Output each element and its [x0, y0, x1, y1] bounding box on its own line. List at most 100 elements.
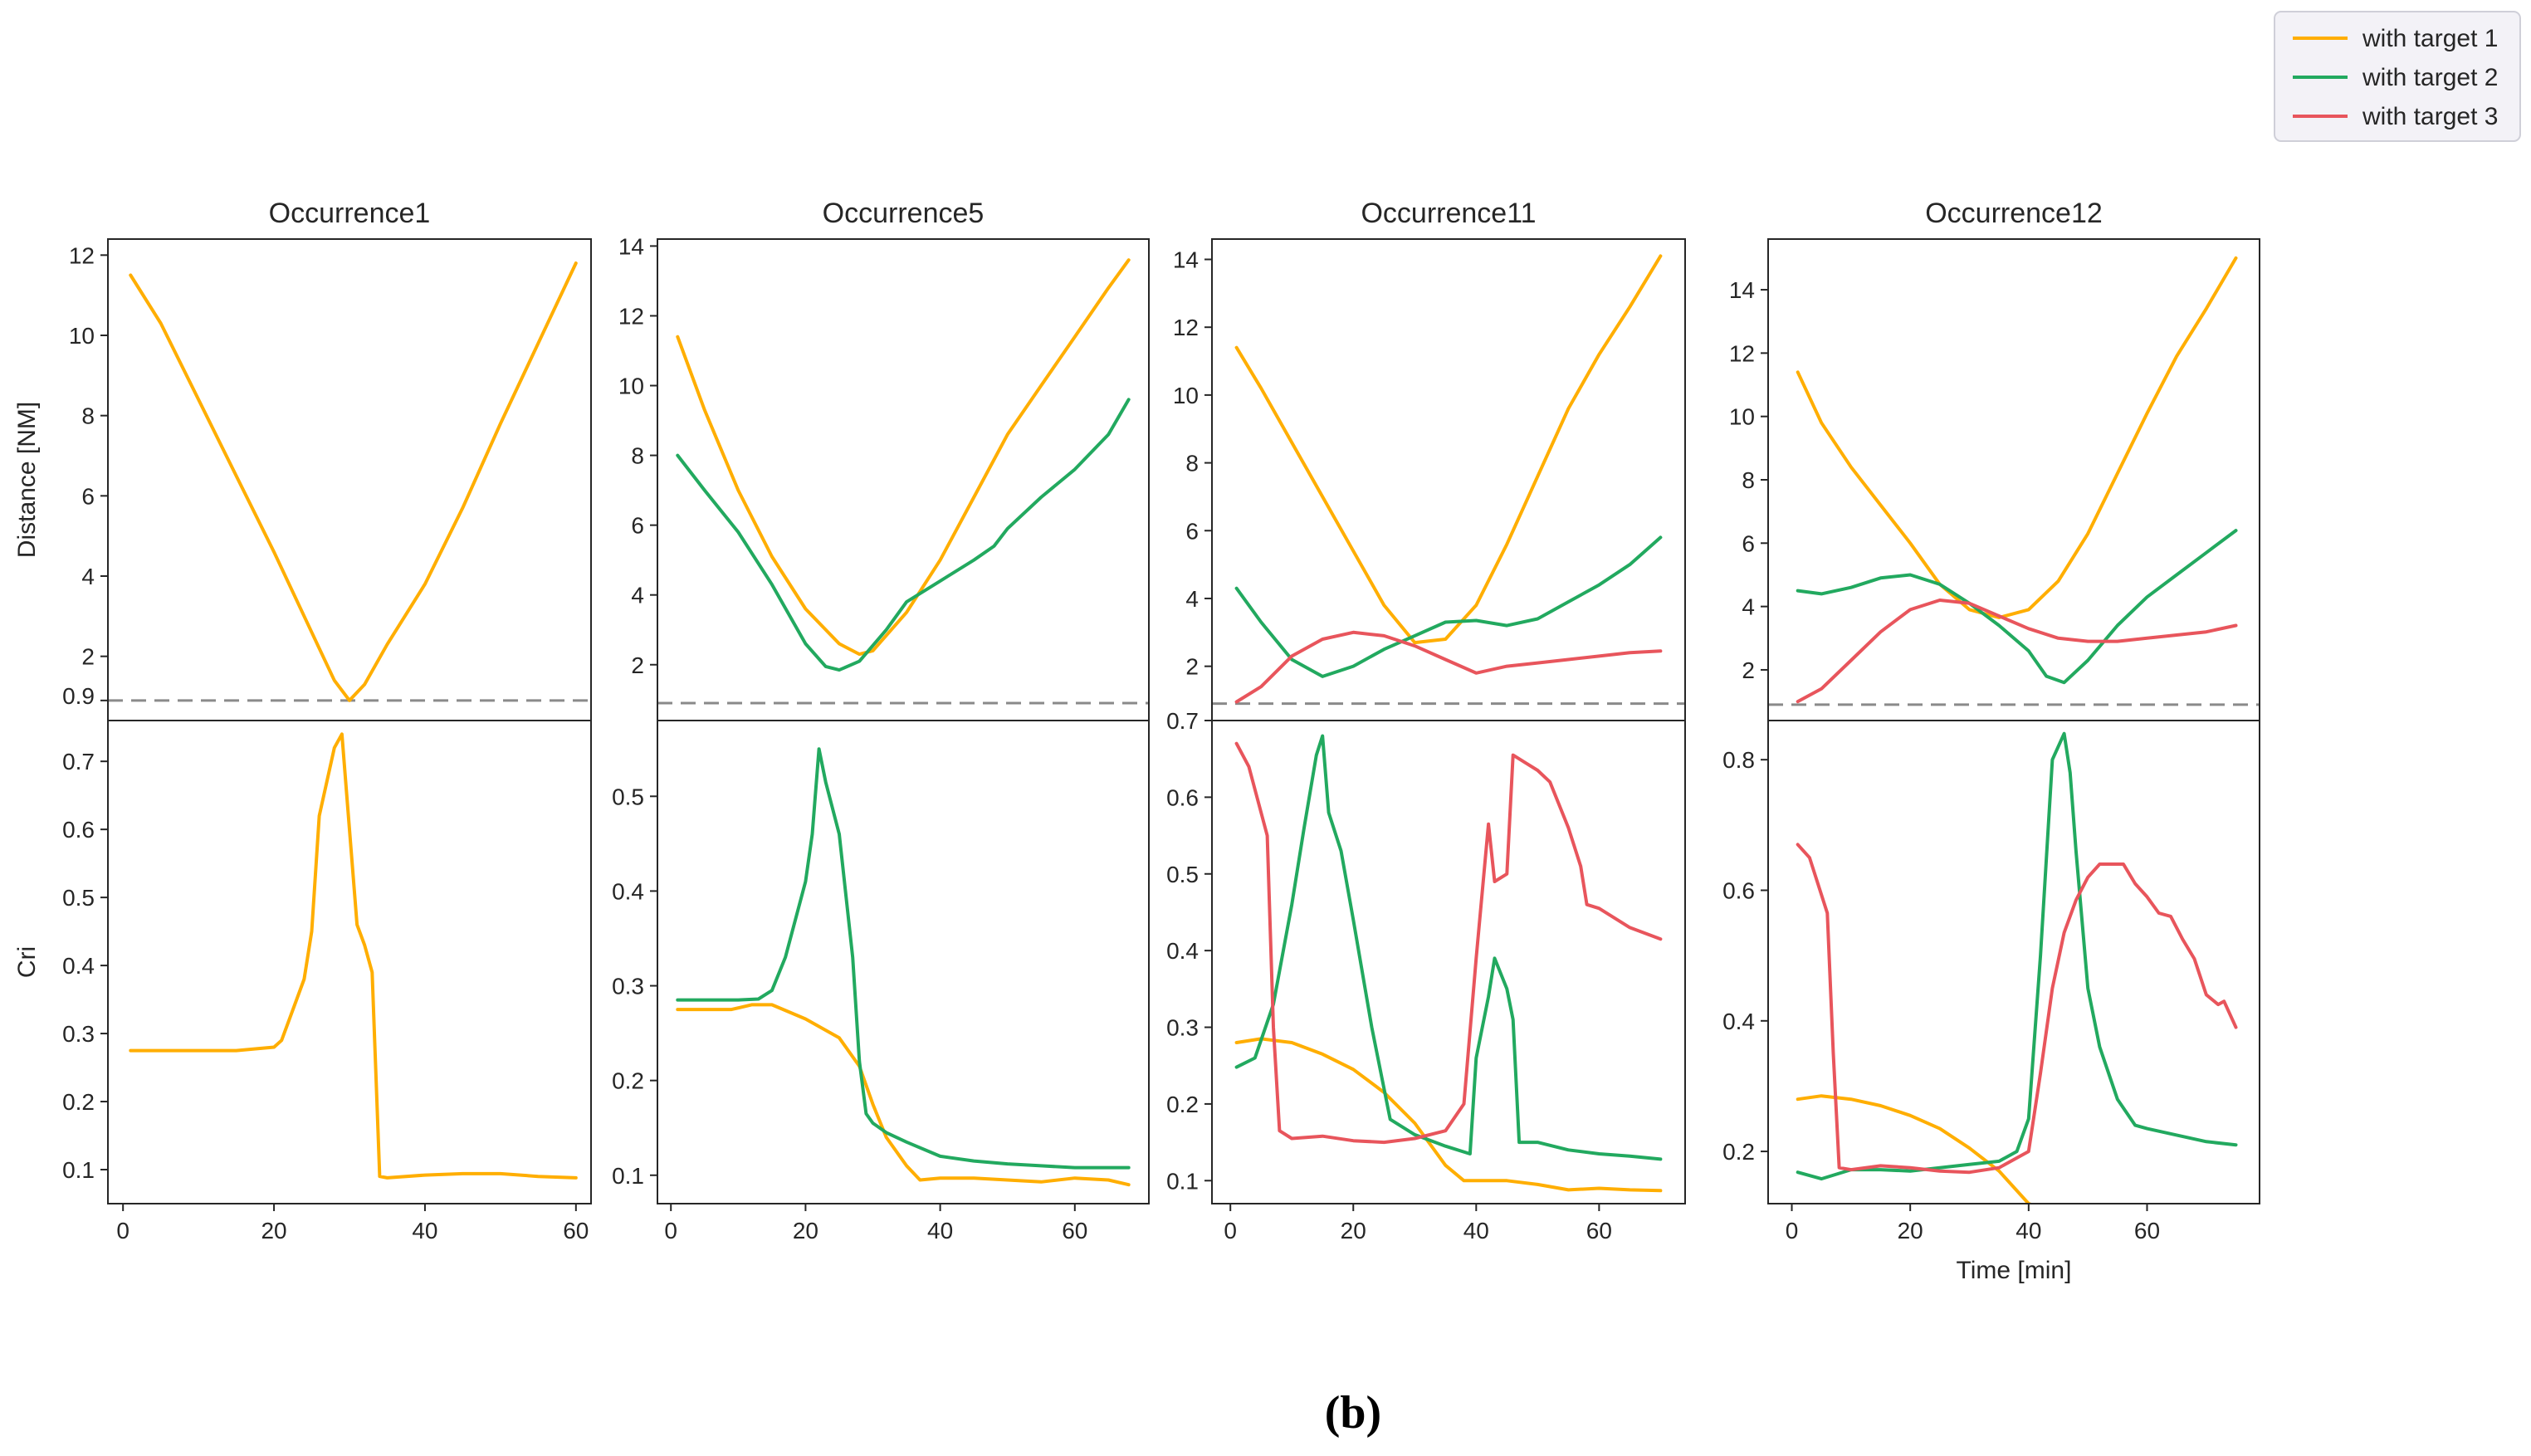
- x-axis-title: Time [min]: [1957, 1257, 2072, 1284]
- x-tick-label: 20: [261, 1218, 286, 1243]
- series-line-target1: [129, 732, 578, 1180]
- y-tick-label: 14: [1173, 247, 1199, 273]
- series-line-target2: [1234, 535, 1663, 678]
- y-axis-title: Cri: [13, 946, 41, 978]
- series-line-target3: [1234, 630, 1663, 704]
- y-tick-label: 10: [69, 323, 95, 349]
- series-line-target1: [129, 261, 578, 702]
- series-group: [1796, 731, 2238, 1204]
- series-group: [129, 261, 578, 702]
- plot-frame: [1211, 720, 1686, 1204]
- y-tick-label: 0.6: [1166, 784, 1199, 810]
- series-line-target1: [676, 258, 1131, 657]
- y-tick-label-threshold: 0.9: [62, 683, 95, 709]
- x-tick-label: 40: [412, 1218, 437, 1243]
- y-tick-label: 10: [1729, 404, 1755, 430]
- x-tick-label: 40: [1463, 1218, 1489, 1243]
- plot-frame: [1767, 720, 2260, 1204]
- y-tick-label: 0.2: [1166, 1092, 1199, 1117]
- y-tick-label: 6: [1742, 530, 1755, 556]
- panel-title: Occurrence12: [1925, 198, 2103, 229]
- y-tick-label: 0.2: [1722, 1139, 1755, 1165]
- series-group: [129, 732, 578, 1180]
- legend: with target 1 with target 2 with target …: [2274, 11, 2521, 142]
- y-tick-label: 8: [81, 403, 95, 429]
- series-group: [1796, 256, 2238, 704]
- y-tick-label: 0.8: [1722, 747, 1755, 773]
- panel-title: Occurrence5: [823, 198, 985, 229]
- y-tick-label: 2: [631, 652, 644, 678]
- panel-title: Occurrence11: [1361, 198, 1536, 229]
- x-tick-label: 60: [1586, 1218, 1612, 1243]
- x-tick-label: 0: [1224, 1218, 1237, 1243]
- series-group: [676, 747, 1131, 1187]
- x-tick-label: 60: [563, 1218, 589, 1243]
- y-tick-label: 2: [1185, 654, 1199, 680]
- figure-caption: (b): [1325, 1387, 1381, 1439]
- y-tick-label: 2: [81, 644, 95, 670]
- bottom-subplot: 0.1 0.2 0.3 0.4 0.5 0.6 0.7 0 20 40 60: [1166, 708, 1686, 1243]
- y-tick-label: 4: [81, 564, 95, 589]
- y-tick-label: 0.4: [62, 953, 95, 979]
- y-tick-label: 12: [618, 303, 644, 329]
- y-tick-label: 0.5: [612, 784, 644, 809]
- y-tick-label: 8: [631, 443, 644, 469]
- y-tick-label: 8: [1742, 467, 1755, 493]
- y-tick-label: 8: [1185, 451, 1199, 476]
- y-tick-label: 4: [1185, 586, 1199, 612]
- series-line-target2: [676, 398, 1131, 672]
- y-tick-label: 12: [1173, 315, 1199, 340]
- y-axis-title: Distance [NM]: [13, 402, 41, 558]
- y-tick-label: 0.3: [612, 974, 644, 999]
- x-tick-label: 60: [1062, 1218, 1087, 1243]
- y-tick-label: 6: [81, 483, 95, 509]
- series-line-target2: [1796, 731, 2238, 1181]
- y-tick-label: 2: [1742, 657, 1755, 683]
- legend-label-target3: with target 3: [2362, 103, 2498, 130]
- top-subplot: 2 4 6 8 10 12 14: [1173, 238, 1686, 721]
- panel-title: Occurrence1: [269, 198, 431, 229]
- y-tick-label: 6: [631, 513, 644, 539]
- x-tick-label: 20: [1898, 1218, 1923, 1243]
- y-tick-label: 0.6: [1722, 877, 1755, 903]
- bottom-subplot: 0.2 0.4 0.6 0.8 0 20 40 60 Time [min]: [1722, 720, 2260, 1284]
- x-tick-label: 40: [2016, 1218, 2041, 1243]
- series-group: [1234, 254, 1663, 704]
- y-tick-label: 0.1: [1166, 1168, 1199, 1194]
- legend-label-target1: with target 1: [2362, 25, 2498, 52]
- y-tick-label: 6: [1185, 518, 1199, 544]
- y-tick-label: 0.6: [62, 817, 95, 843]
- x-tick-label: 0: [116, 1218, 129, 1243]
- series-line-target1: [676, 1003, 1131, 1187]
- x-tick-label: 20: [793, 1218, 818, 1243]
- y-tick-label: 0.2: [612, 1068, 644, 1094]
- y-tick-label: 0.7: [1166, 708, 1199, 734]
- panel-3: Occurrence11 2 4 6 8 10 12 14 0.1 0.2 0.3 0.4 0.5 0.6…: [1166, 198, 1686, 1243]
- y-tick-label: 0.4: [1722, 1009, 1755, 1034]
- y-tick-label: 0.4: [612, 878, 644, 904]
- x-tick-label: 20: [1341, 1218, 1366, 1243]
- series-line-target1: [1234, 1037, 1663, 1193]
- y-tick-label: 14: [1729, 277, 1755, 303]
- legend-box: [2274, 11, 2521, 142]
- series-line-target2: [676, 747, 1131, 1170]
- series-line-target2: [1796, 529, 2238, 685]
- y-tick-label: 0.1: [612, 1163, 644, 1189]
- y-tick-label: 0.2: [62, 1089, 95, 1115]
- y-tick-label: 10: [1173, 383, 1199, 408]
- top-subplot: 2 4 6 8 10 12 14: [1729, 238, 2260, 721]
- series-line-target3: [1234, 741, 1663, 1145]
- x-tick-label: 40: [927, 1218, 953, 1243]
- bottom-subplot: 0.1 0.2 0.3 0.4 0.5 0 20 40 60: [612, 720, 1150, 1243]
- y-tick-label: 0.3: [62, 1021, 95, 1047]
- plot-frame: [107, 720, 592, 1204]
- series-line-target3: [1796, 599, 2238, 704]
- top-subplot: 2 4 6 8 10 12 14: [618, 233, 1150, 721]
- x-tick-label: 0: [664, 1218, 677, 1243]
- y-tick-label: 0.1: [62, 1157, 95, 1183]
- series-line-target1: [1796, 256, 2238, 619]
